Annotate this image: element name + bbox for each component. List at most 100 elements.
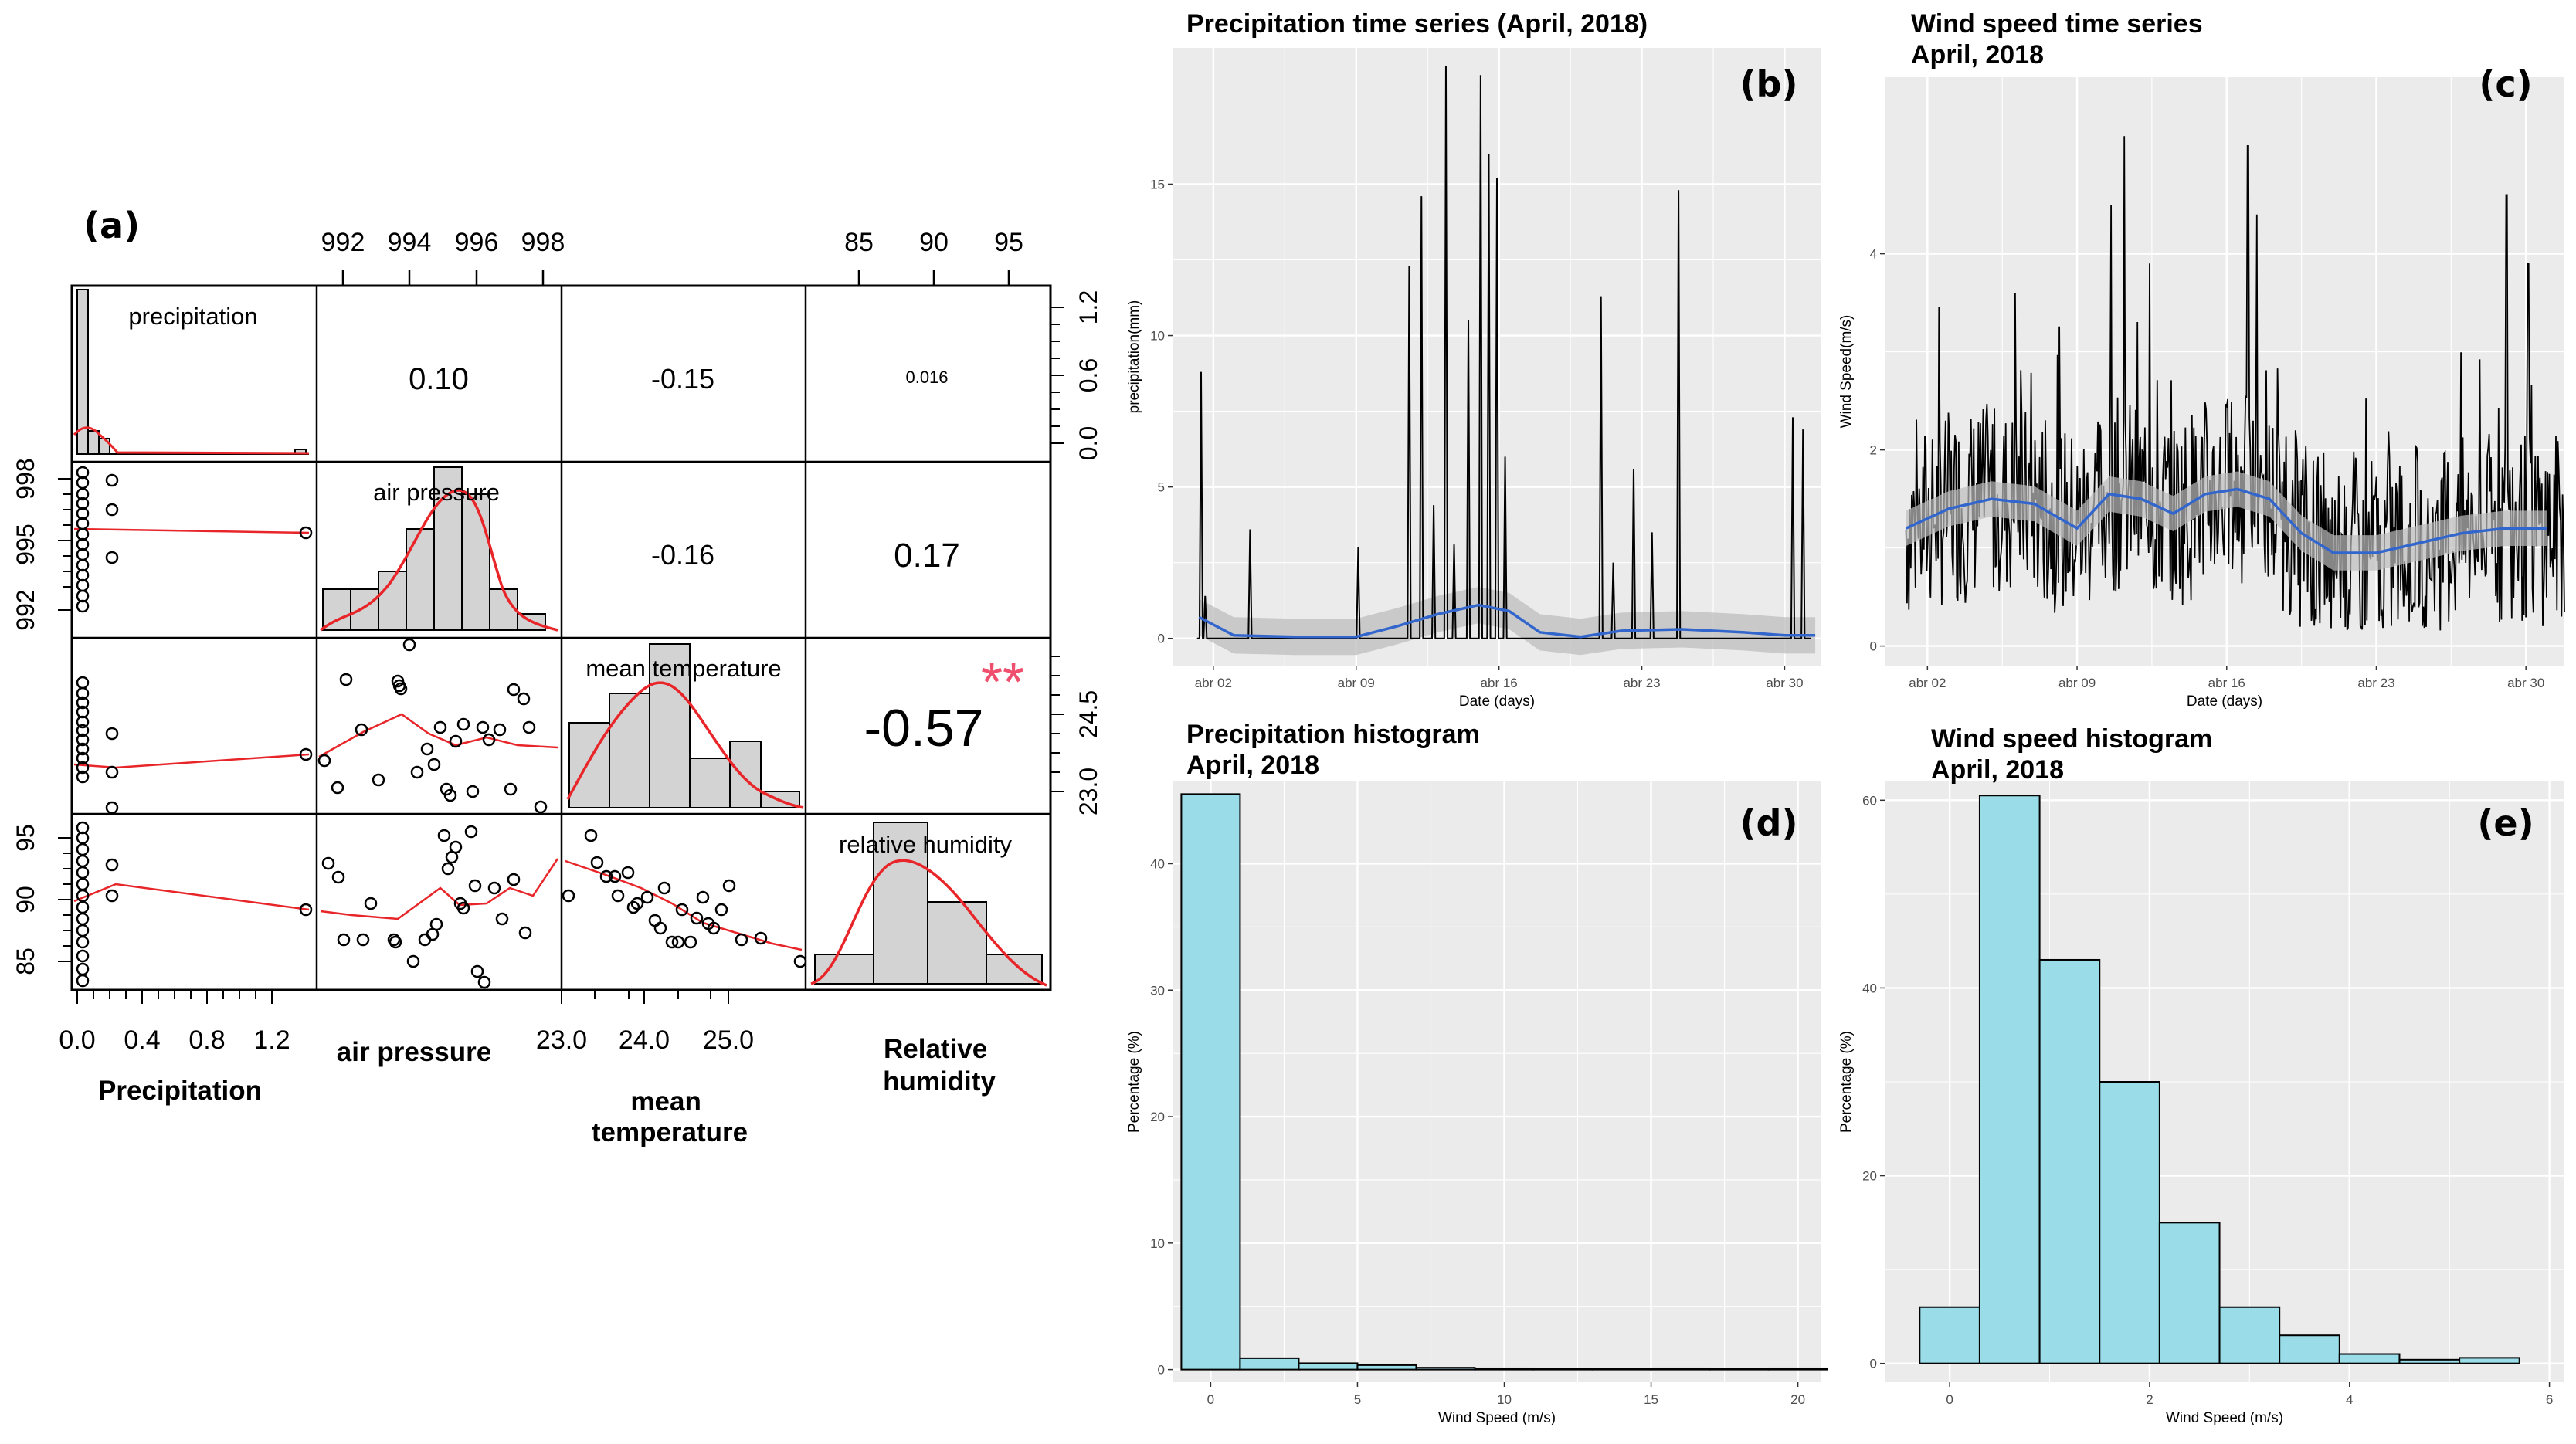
x-tick-label: 10	[1497, 1392, 1512, 1407]
scatter-point	[522, 720, 536, 734]
histogram-bar	[1474, 1367, 1535, 1371]
histogram-bar	[1709, 1368, 1770, 1371]
scatter-point	[321, 856, 335, 870]
scatter-point	[754, 931, 768, 945]
scatter-point	[76, 742, 90, 756]
series-line	[1905, 136, 2565, 631]
scatter-point	[684, 935, 697, 949]
scatter-point	[389, 935, 402, 949]
chart-title-line: Wind speed time series	[1911, 9, 2203, 39]
scatter-point	[433, 720, 447, 734]
scatter-point	[464, 825, 478, 839]
series-line	[1196, 66, 1811, 639]
scatter-point	[76, 912, 90, 926]
y-tick-label: 0	[1158, 632, 1165, 646]
top-tick-label: 998	[521, 228, 565, 257]
scatter-point	[105, 889, 119, 903]
var-label-relative-humidity-line: humidity	[883, 1066, 996, 1097]
scatter-point	[76, 949, 90, 963]
scatter-point	[482, 733, 496, 747]
hist-bar	[461, 493, 490, 631]
histogram-bar	[2398, 1358, 2461, 1364]
bottom-tick-label: 25.0	[703, 1025, 754, 1055]
y-axis-title: Wind Speed(m/s)	[1838, 315, 1855, 429]
scatter-point	[331, 870, 345, 884]
panel-b-precipitation-time-series: abr 02 abr 09 abr 16 abr 23 abr 30 0 5 10 15 Date…	[1126, 9, 1821, 710]
confidence-band	[1906, 471, 2547, 571]
scatter-point	[449, 734, 463, 748]
y-tick-label: 60	[1862, 793, 1877, 808]
density-curve	[73, 426, 310, 455]
scatter-point	[76, 974, 90, 988]
top-tick-label: 90	[919, 228, 949, 257]
scatter-point	[690, 911, 704, 925]
scatter-point	[657, 881, 671, 895]
smooth-line	[320, 858, 559, 920]
scatter-point	[299, 903, 313, 917]
corr-pressure-humidity: 0.17	[894, 537, 960, 575]
x-tick-label: 15	[1644, 1392, 1658, 1407]
x-tick-label: abr 16	[1481, 676, 1518, 690]
scatter-point	[105, 503, 119, 517]
scatter-point	[356, 933, 370, 947]
scatter-point	[410, 765, 424, 779]
y-tick-label: 0	[1870, 1357, 1877, 1371]
x-tick-label: abr 23	[1623, 676, 1660, 690]
y-tick-label: 20	[1150, 1110, 1165, 1124]
scatter-point	[76, 751, 90, 765]
scatter-point	[665, 935, 679, 949]
scatter-point	[630, 897, 644, 910]
hist-bar	[87, 430, 100, 455]
scatter-point	[339, 673, 353, 686]
scatter-point	[608, 869, 622, 883]
smooth-line	[73, 753, 310, 769]
histogram-bar	[1767, 1367, 1828, 1371]
plot-panel	[1173, 781, 1821, 1382]
histogram-bar	[1415, 1367, 1476, 1371]
histogram-bar	[1298, 1362, 1359, 1371]
panel-label: (e)	[2477, 802, 2534, 844]
y-axis-title: Percentage (%)	[1126, 1031, 1142, 1133]
scatter-point	[621, 866, 635, 880]
scatter-point	[653, 921, 667, 935]
diag-label-air-pressure: air pressure	[373, 479, 500, 506]
x-tick-label: 4	[2346, 1392, 2353, 1407]
diag-label-relative-humidity: relative humidity	[839, 831, 1012, 858]
panel-label: (c)	[2479, 63, 2532, 105]
var-label-relative-humidity: Relative humidity	[883, 1034, 996, 1097]
scatter-point	[299, 747, 313, 761]
y-tick-label: 15	[1150, 177, 1165, 192]
diag-relative-humidity: relative humidity	[810, 822, 1047, 987]
scatter-point	[449, 840, 463, 854]
x-tick-label: abr 30	[1766, 676, 1803, 690]
top-tick-label: 95	[994, 228, 1023, 257]
diag-mean-temperature: mean temperature	[566, 643, 804, 809]
scatter-point	[648, 914, 662, 927]
scatter-point	[611, 889, 625, 903]
scatter-point	[76, 770, 90, 784]
bottom-tick-label: 23.0	[536, 1025, 587, 1055]
hist-bar	[814, 954, 874, 985]
scatter-point	[372, 773, 385, 787]
smooth-line	[565, 859, 803, 951]
corr-temp-humidity: -0.57	[864, 699, 984, 758]
y-tick-label: 10	[1150, 1236, 1165, 1251]
chart-title: Wind speed histogram April, 2018	[1931, 724, 2212, 785]
scatter-point	[317, 754, 331, 768]
right-tick-label: 0.0	[1074, 426, 1102, 460]
y-tick-label: 2	[1870, 443, 1877, 458]
var-label-relative-humidity-line: Relative	[884, 1034, 987, 1064]
bottom-tick-label: 1.2	[253, 1025, 290, 1055]
scatter-point	[707, 921, 721, 935]
scatter-cells	[73, 466, 807, 989]
y-axis-title: precipitation(mm)	[1126, 300, 1142, 414]
y-tick-label: 4	[1870, 247, 1877, 262]
x-axis-title: Date (days)	[1459, 693, 1535, 710]
x-tick-label: 2	[2146, 1392, 2153, 1407]
scatter-point	[418, 933, 432, 947]
diag-label-precipitation: precipitation	[128, 303, 257, 330]
x-tick-label: 5	[1354, 1392, 1361, 1407]
bottom-tick-label: 0.0	[59, 1025, 95, 1055]
scatter-point	[406, 954, 420, 968]
